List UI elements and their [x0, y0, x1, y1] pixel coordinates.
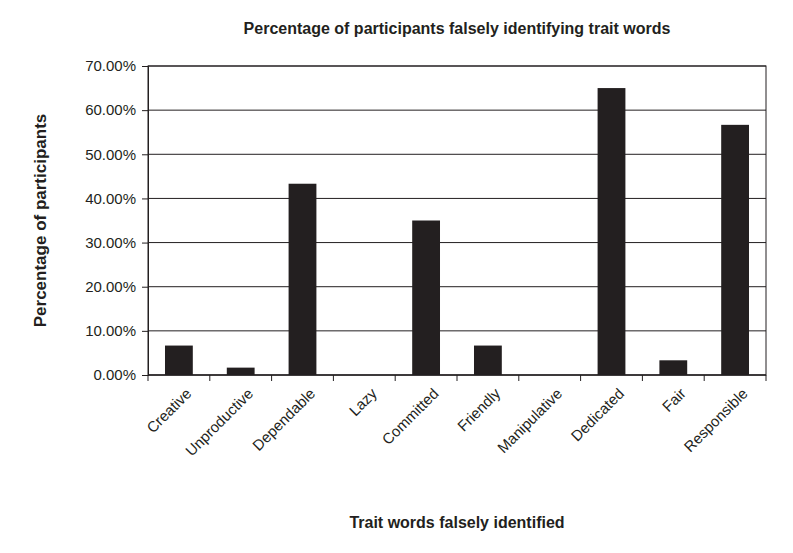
axis-line: [142, 67, 149, 376]
grid-line: [148, 154, 766, 155]
grid: [148, 66, 766, 375]
tick-mark: [142, 331, 148, 332]
plot-frame: [148, 66, 766, 375]
grid-line: [148, 286, 766, 287]
tick-label: Responsible: [680, 385, 750, 455]
tick: 20.00%: [85, 278, 148, 295]
grid-line: [148, 110, 766, 111]
tick-label: Creative: [143, 385, 195, 437]
tick-label: Lazy: [346, 384, 381, 419]
tick-label: Unproductive: [182, 385, 257, 460]
tick: 60.00%: [85, 101, 148, 118]
tick-label: Committed: [378, 385, 441, 448]
tick-divider: [766, 375, 767, 381]
y-axis-title: Percentage of participants: [31, 114, 50, 328]
tick-label: 40.00%: [85, 190, 136, 207]
bar: [721, 125, 749, 375]
tick-divider: [395, 375, 396, 381]
tick-label: 70.00%: [85, 57, 136, 74]
tick-mark: [142, 154, 148, 155]
tick-divider: [642, 375, 643, 381]
tick-label: 50.00%: [85, 146, 136, 163]
tick-mark: [142, 198, 148, 199]
title: Percentage of participants falsely ident…: [244, 20, 671, 37]
tick-divider: [209, 375, 210, 381]
tick-mark: [142, 287, 148, 288]
tick: 40.00%: [85, 190, 148, 207]
plot: 0.00% 10.00% 20.00% 30.00% 40.00% 50.00% 60.00…: [85, 57, 766, 459]
tick-label: 60.00%: [85, 101, 136, 118]
tick-divider: [704, 375, 705, 381]
tick-label: Dependable: [249, 385, 318, 454]
tick-mark: [142, 66, 148, 67]
tick-divider: [271, 375, 272, 381]
bar: [412, 221, 440, 376]
tick-divider: [457, 375, 458, 381]
tick-mark: [142, 243, 148, 244]
tick-label: 20.00%: [85, 278, 136, 295]
tick-divider: [148, 375, 149, 381]
bar: [289, 184, 317, 375]
grid-line: [148, 330, 766, 331]
grid-line: [148, 242, 766, 243]
grid-line: [148, 198, 766, 199]
bar: [659, 360, 687, 375]
tick-label: 10.00%: [85, 322, 136, 339]
tick: 70.00%: [85, 57, 148, 74]
bar: [474, 346, 502, 375]
tick: 50.00%: [85, 146, 148, 163]
bar: [227, 368, 255, 375]
tick-divider: [580, 375, 581, 381]
tick-label: Friendly: [454, 384, 504, 434]
tick-label: Fair: [659, 385, 689, 415]
tick-label: Dedicated: [567, 385, 627, 445]
x-axis: CreativeUnproductiveDependable LazyCommit…: [143, 375, 766, 459]
tick-label: 30.00%: [85, 234, 136, 251]
tick-label: Manipulative: [494, 385, 566, 457]
tick: 30.00%: [85, 234, 148, 251]
y-axis: 0.00% 10.00% 20.00% 30.00% 40.00% 50.00% 60.00…: [85, 57, 148, 383]
bar: [165, 346, 193, 375]
tick-label: 0.00%: [93, 366, 136, 383]
bar: [598, 88, 626, 375]
chart: 0.00% 10.00% 20.00% 30.00% 40.00% 50.00% 60.00…: [0, 0, 793, 553]
x-axis-title: Trait words falsely identified: [349, 514, 564, 531]
tick: 10.00%: [85, 322, 148, 339]
tick-divider: [518, 375, 519, 381]
bars: [165, 88, 749, 375]
tick-divider: [333, 375, 334, 381]
tick-mark: [142, 110, 148, 111]
tick-mark: [142, 375, 148, 376]
tick: 0.00%: [93, 366, 148, 383]
